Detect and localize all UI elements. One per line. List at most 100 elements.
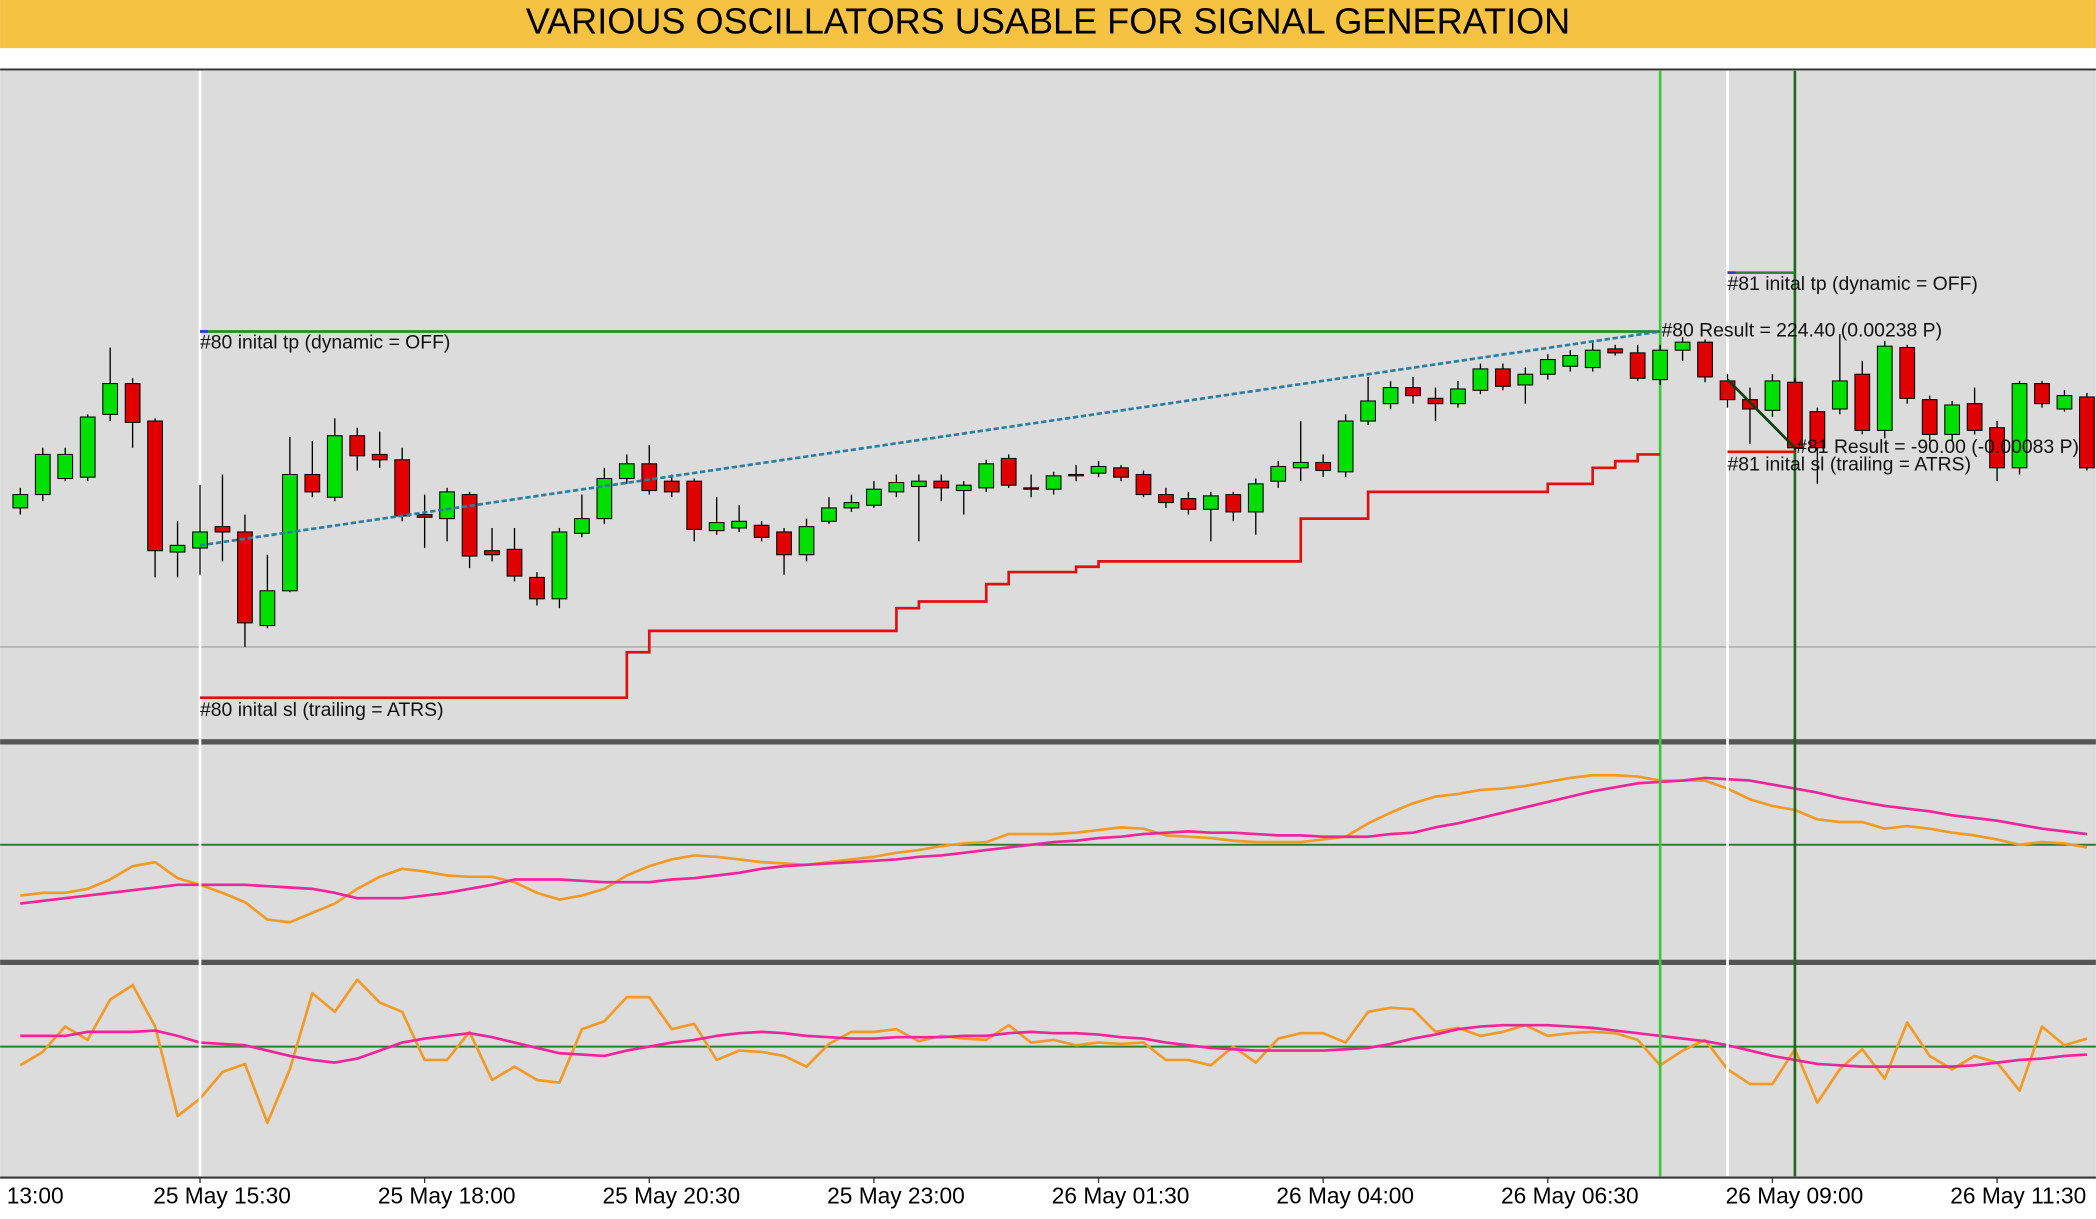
candle-body [1809,411,1826,449]
title-bar [0,0,2096,49]
x-tick-label: 26 May 09:00 [1726,1183,1864,1209]
candle-body [1202,495,1219,510]
candle-body [529,576,545,600]
candle-body [79,416,96,478]
candle-body [641,463,658,492]
candle-body [506,548,523,577]
candle-body [1607,348,1624,354]
candle-body [237,531,253,624]
candle-body [1023,487,1040,490]
candle-body [910,480,927,488]
oscillator-line [20,1023,2088,1068]
chart-title: VARIOUS OSCILLATORS USABLE FOR SIGNAL GE… [526,1,1571,42]
x-tick-label: 26 May 11:30 [1950,1183,2086,1209]
candle-body [1584,349,1601,369]
candle-body [394,459,411,517]
candle-body [2056,395,2073,410]
annotation: #80 inital tp (dynamic = OFF) [200,332,450,354]
candle-body [349,435,366,457]
x-tick-label: 25 May 15:30 [153,1183,291,1209]
trade-line [199,330,1661,547]
candle-body [1045,475,1062,490]
x-tick-label: 26 May 04:00 [1276,1183,1414,1209]
x-tick-label: 26 May 06:30 [1501,1183,1639,1209]
candle-body [57,453,74,480]
annotation: #81 inital sl (trailing = ATRS) [1728,453,1972,475]
candle-body [686,480,703,530]
oscillator-panel [0,744,2096,960]
price-panel [0,70,2096,740]
oscillator-line [19,978,2088,1125]
candle-body [1517,373,1534,386]
annotation: #81 inital tp (dynamic = OFF) [1728,273,1978,295]
candle-body [1405,387,1421,397]
candle-body [416,514,433,518]
candle-body [618,463,635,480]
oscillator-panel [0,965,2096,1177]
stop-loss-line [200,453,1661,700]
candle-body [1472,368,1489,391]
candle-body [1068,473,1084,477]
panel-separator [0,739,2096,745]
candle-body [2034,383,2050,405]
candle-body [1360,400,1376,422]
candle-body [1247,483,1264,513]
candle-body [1539,359,1556,375]
candle-body [1697,341,1713,378]
candle-body [1966,403,1983,431]
candle-body [371,453,388,461]
candle-body [1225,494,1242,513]
candle-body [1113,467,1129,478]
candle-body [1494,368,1511,387]
candle-body [2011,383,2028,469]
candle-body [304,473,321,493]
candle-body [1899,346,1916,399]
candle-body [1450,388,1466,405]
candle-body [596,477,613,520]
candle-body [1764,380,1781,411]
candle-body [326,435,343,498]
candle-body [1315,461,1332,472]
trade-line [1726,378,1796,449]
oscillator-line [20,773,2088,924]
candle-body [1337,420,1354,473]
candle-body [933,480,950,489]
candle-body [1944,404,1961,435]
candle-body [1921,399,1938,435]
candle-body [34,453,51,496]
candle-body [461,494,478,557]
candle-body [888,481,905,493]
x-tick-label: 26 May 01:30 [1052,1183,1190,1209]
annotation: #80 Result = 224.40 (0.00238 P) [1661,320,1942,342]
candle-body [978,463,995,489]
candle-body [1180,498,1197,510]
candle-body [798,526,815,556]
candle-body [1854,373,1871,431]
candle-body [1831,380,1848,410]
candle-body [753,524,770,538]
candle-body [731,520,748,529]
candle-body [1135,473,1152,496]
candle-body [776,531,792,556]
candle-body [1382,387,1399,405]
candle-body [484,550,500,556]
x-tick-label: 25 May 20:30 [602,1183,740,1209]
candle-body [1652,349,1669,381]
candle-body [1562,355,1579,367]
candle-body [1292,461,1309,469]
candle-body [663,480,680,493]
candle-body [102,383,119,415]
annotation: #80 inital sl (trailing = ATRS) [200,699,444,721]
annotation: #81 Result = -90.00 (-0.00083 P) [1796,436,2079,458]
candle-body [551,531,568,600]
candle-body [955,484,972,492]
candle-body [1000,457,1017,486]
candle-body [866,488,882,506]
candle-body [1989,427,2005,469]
candle-body [1427,397,1444,405]
candle-body [147,420,163,552]
candle-body [124,383,141,423]
candle-body [439,491,455,520]
